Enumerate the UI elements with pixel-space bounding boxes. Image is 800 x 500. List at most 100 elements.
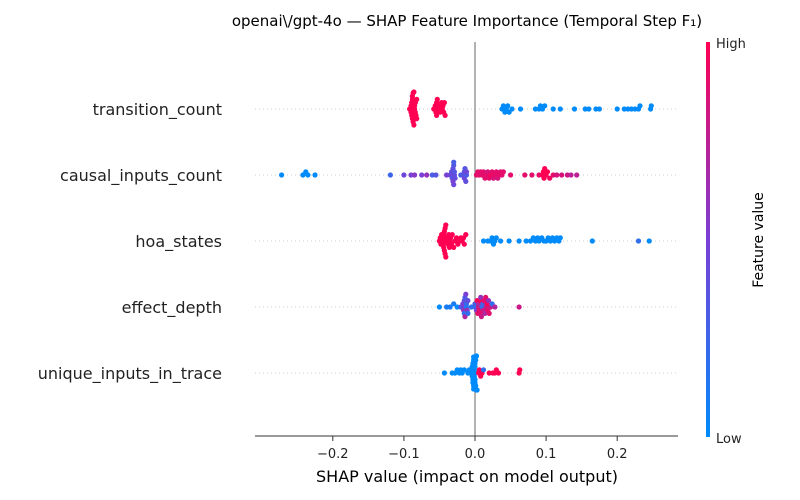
shap-point: [628, 106, 635, 112]
shap-point: [614, 106, 620, 112]
shap-point: [305, 172, 311, 178]
shap-point: [557, 106, 563, 112]
colorbar: High Low Feature value: [706, 37, 767, 447]
shap-point: [478, 294, 484, 300]
colorbar-high-label: High: [716, 37, 746, 52]
shap-point: [486, 310, 492, 316]
shap-point: [463, 232, 469, 238]
shap-point: [411, 122, 417, 128]
colorbar-title: Feature value: [751, 192, 767, 288]
shap-point: [312, 172, 318, 178]
feature-rows: transition_count causal_inputs_count hoa_s…: [38, 100, 678, 384]
shap-point: [564, 172, 571, 178]
shap-point: [486, 370, 492, 376]
shap-point: [449, 232, 455, 238]
shap-point: [433, 172, 439, 178]
shap-point: [485, 298, 492, 304]
feature-label-hoa-states: hoa_states: [135, 232, 222, 252]
shap-point: [568, 172, 574, 178]
shap-point: [478, 314, 484, 320]
shap-point: [451, 182, 457, 188]
feature-label-effect-depth: effect_depth: [122, 298, 222, 318]
shap-point: [495, 370, 502, 376]
x-tick-label: 0.0: [465, 447, 486, 462]
shap-point: [648, 103, 654, 109]
shap-point: [401, 172, 407, 178]
colorbar-low-label: Low: [716, 432, 742, 447]
shap-point: [517, 367, 523, 373]
shap-point: [571, 106, 578, 112]
shap-point: [544, 169, 551, 175]
shap-point: [463, 178, 469, 184]
shap-point: [408, 172, 414, 178]
shap-point: [646, 238, 652, 244]
shap-point: [443, 222, 449, 228]
shap-point: [500, 169, 506, 175]
shap-point: [498, 238, 504, 244]
x-tick-label: −0.2: [317, 447, 349, 462]
x-axis-label: SHAP value (impact on model output): [316, 467, 618, 486]
shap-point: [429, 172, 435, 178]
shap-point: [550, 172, 556, 178]
shap-point: [547, 175, 553, 181]
shap-point: [414, 96, 420, 102]
shap-point: [451, 159, 457, 165]
x-tick-label: 0.1: [536, 447, 557, 462]
shap-point: [574, 172, 580, 178]
shap-point: [532, 106, 539, 112]
shap-point: [414, 116, 420, 122]
shap-point: [550, 106, 556, 112]
shap-points: [279, 89, 654, 393]
shap-point: [434, 96, 440, 102]
shap-point: [509, 106, 515, 112]
shap-point: [492, 304, 498, 310]
shap-point: [443, 254, 449, 260]
shap-point: [480, 238, 487, 244]
shap-point: [505, 103, 511, 109]
shap-point: [279, 172, 285, 178]
shap-point: [461, 367, 467, 373]
shap-point: [582, 106, 588, 112]
feature-label-unique-inputs-in-trace: unique_inputs_in_trace: [38, 364, 222, 384]
shap-point: [542, 103, 548, 109]
shap-point: [468, 304, 474, 310]
shap-point: [441, 370, 447, 376]
chart-title: openai\/gpt-4o — SHAP Feature Importance…: [232, 12, 702, 30]
shap-point: [463, 169, 470, 175]
shap-point: [493, 235, 499, 241]
shap-point: [559, 172, 565, 178]
shap-point: [516, 238, 522, 244]
shap-point: [480, 367, 487, 373]
shap-point: [411, 89, 417, 95]
shap-point: [387, 172, 393, 178]
shap-point: [436, 304, 442, 310]
shap-point: [441, 100, 447, 106]
shap-point: [586, 106, 592, 112]
shap-point: [506, 238, 512, 244]
shap-point: [452, 175, 458, 181]
feature-label-transition-count: transition_count: [93, 100, 222, 120]
shap-point: [461, 241, 467, 247]
shap-point: [447, 304, 453, 310]
shap-point: [424, 172, 430, 178]
shap-point: [635, 238, 642, 244]
colorbar-gradient: [706, 42, 710, 437]
shap-point: [465, 298, 471, 304]
shap-point: [522, 172, 528, 178]
shap-point: [465, 310, 471, 316]
shap-point: [529, 172, 535, 178]
shap-point: [596, 106, 603, 112]
shap-point: [516, 304, 522, 310]
shap-point: [442, 112, 448, 118]
shap-point: [557, 235, 563, 241]
shap-point: [412, 172, 418, 178]
x-tick-label: 0.2: [607, 447, 628, 462]
shap-point: [451, 301, 457, 307]
shap-point: [419, 172, 425, 178]
feature-label-causal-inputs-count: causal_inputs_count: [60, 166, 222, 186]
shap-point: [637, 103, 643, 109]
shap-point: [454, 304, 460, 310]
x-tick-label: −0.1: [388, 447, 420, 462]
shap-point: [523, 238, 529, 244]
